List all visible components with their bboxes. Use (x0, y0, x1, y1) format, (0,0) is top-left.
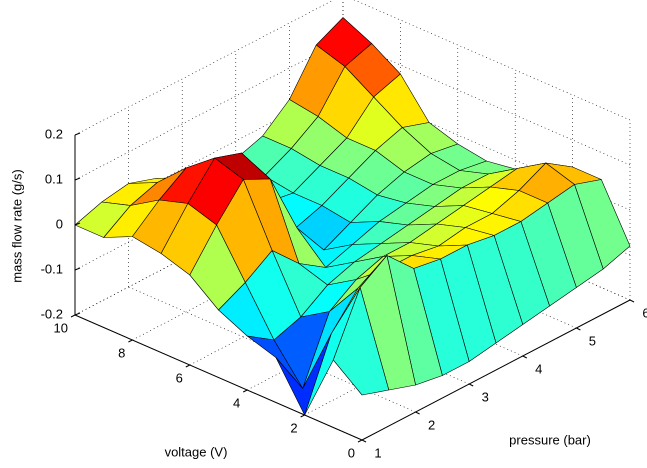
y-tick-label: 6 (176, 370, 183, 385)
x-tick-label: 6 (642, 305, 647, 320)
z-tick (74, 222, 81, 226)
x-axis-label: pressure (bar) (509, 432, 591, 447)
x-tick (629, 299, 635, 303)
x-tick-label: 1 (374, 445, 381, 460)
y-tick-label: 0 (348, 445, 355, 460)
y-tick (70, 314, 76, 318)
x-tick-label: 4 (535, 361, 542, 376)
x-tick-label: 5 (589, 333, 596, 348)
y-axis-label: voltage (V) (165, 444, 228, 459)
x-tick (468, 383, 474, 387)
z-tick-label: -0.1 (41, 261, 63, 276)
x-axis-line (361, 299, 631, 441)
z-tick-label: 0.2 (45, 126, 63, 141)
y-tick (242, 389, 248, 393)
grid-line (342, 39, 631, 166)
z-tick (74, 177, 81, 181)
y-tick-label: 10 (54, 320, 68, 335)
y-tick (357, 439, 363, 443)
grid-line (353, 0, 631, 121)
x-tick-label: 2 (428, 417, 435, 432)
y-tick-label: 2 (290, 420, 297, 435)
y-tick-label: 4 (233, 395, 240, 410)
x-tick (415, 411, 420, 415)
z-tick (74, 132, 81, 136)
y-axis-line (74, 314, 363, 441)
axes: 1 2 3 4 5 6 0 2 4 6 8 10-0.2 -0.1 0 0.1 0.2 (41, 126, 647, 460)
surface-face (332, 287, 390, 396)
z-tick-label: 0.1 (45, 171, 63, 186)
x-tick (361, 439, 367, 443)
z-tick (74, 312, 81, 316)
z-tick (74, 267, 81, 271)
y-tick (185, 364, 191, 368)
y-tick-label: 8 (118, 345, 125, 360)
z-tick-label: -0.2 (41, 306, 63, 321)
surface (74, 17, 631, 416)
z-axis-label: mass flow rate (g/s) (9, 169, 24, 282)
x-tick (522, 355, 528, 359)
x-tick-label: 3 (482, 389, 489, 404)
y-tick (300, 414, 305, 418)
z-tick-label: 0 (56, 216, 63, 231)
y-tick (128, 339, 133, 343)
x-tick (576, 327, 581, 331)
